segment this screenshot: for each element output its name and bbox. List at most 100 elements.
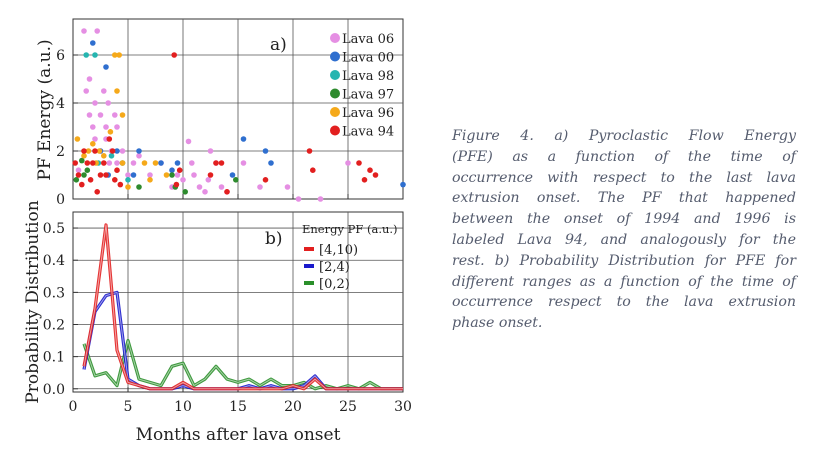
data-point	[103, 124, 109, 130]
caption-line: rest. b) Probability Distribution for PF…	[452, 252, 796, 269]
y-tick-label: 4	[56, 96, 65, 112]
data-point	[400, 181, 406, 188]
data-point	[196, 184, 203, 190]
data-point	[117, 181, 124, 188]
data-point	[202, 189, 208, 195]
data-point	[107, 129, 114, 135]
data-point	[79, 181, 85, 188]
y-tick-label: 0.2	[43, 318, 65, 334]
panel-a-label: a)	[270, 35, 287, 55]
legend-label: Lava 97	[342, 88, 394, 103]
x-tick-label: 0	[69, 399, 78, 415]
data-point	[101, 160, 107, 166]
data-point	[372, 172, 379, 178]
data-point	[317, 196, 324, 202]
data-point	[96, 148, 103, 154]
data-point	[218, 160, 225, 166]
data-point	[119, 112, 126, 118]
legend-swatch	[330, 70, 340, 80]
legend-label: Lava 06	[342, 32, 394, 47]
data-point	[85, 148, 92, 154]
data-point	[125, 177, 131, 183]
legend-swatch	[330, 51, 340, 62]
data-point	[73, 177, 80, 183]
data-point	[106, 160, 113, 166]
data-point	[345, 160, 351, 166]
data-point	[83, 52, 89, 58]
y-tick-label: 0.1	[43, 350, 65, 366]
x-tick-label: 25	[339, 399, 357, 415]
data-point	[112, 52, 118, 58]
data-point	[75, 172, 82, 178]
data-point	[130, 172, 137, 178]
y-tick-label: 6	[56, 48, 65, 64]
data-point	[108, 153, 115, 159]
series-line-highlight	[83, 224, 403, 390]
data-point	[114, 167, 120, 173]
panel-b-grid	[73, 212, 403, 392]
data-point	[103, 64, 109, 70]
caption-line: between the onset of 1994 and 1996 is	[452, 211, 796, 228]
data-point	[92, 136, 98, 142]
panel-b-ylabel: Probability Distribution	[23, 200, 43, 403]
data-point	[114, 88, 120, 94]
data-point	[114, 160, 120, 166]
legend-label: Lava 96	[342, 106, 394, 121]
data-point	[229, 172, 236, 178]
panel-b: 0 5 10 15 20 25 30 0.0 0.1 0.2 0.3 0.4 0.5 b) Probab…	[23, 200, 412, 445]
data-point	[174, 172, 181, 178]
panel-a-ylabel: PF Energy (a.u.)	[35, 39, 55, 180]
x-tick-label: 10	[174, 399, 192, 415]
data-point	[84, 160, 91, 166]
data-point	[136, 184, 142, 190]
data-point	[90, 160, 96, 166]
series-line-highlight	[83, 340, 403, 390]
panel-a-legend: Lava 06 Lava 00 Lava 98 Lava 97 Lava 96 Lava …	[330, 32, 394, 140]
panel-b-ticks: 0 5 10 15 20 25 30 0.0 0.1 0.2 0.3 0.4 0.5	[43, 221, 412, 415]
data-point	[114, 148, 120, 154]
data-point	[182, 189, 188, 195]
data-point	[233, 177, 239, 183]
data-point	[171, 52, 177, 58]
data-point	[284, 184, 291, 190]
legend-label: [4,10)	[319, 243, 358, 258]
data-point	[90, 141, 96, 147]
data-point	[207, 148, 214, 154]
data-point	[92, 52, 98, 58]
data-point	[97, 172, 104, 178]
data-point	[147, 177, 153, 183]
legend-title: Energy PF (a.u.)	[302, 222, 398, 236]
data-point	[169, 167, 175, 173]
y-tick-label: 0.4	[43, 253, 65, 269]
data-point	[257, 184, 263, 190]
data-point	[158, 160, 164, 166]
data-point	[90, 40, 96, 46]
data-point	[310, 167, 316, 173]
data-point	[147, 172, 153, 178]
data-point	[92, 148, 98, 154]
data-point	[109, 148, 116, 154]
caption-line: occurrence with respect to the last lava	[452, 169, 796, 186]
caption-line: occurrence respect to the lava extrusion	[452, 294, 796, 311]
data-point	[81, 148, 87, 154]
legend-label: [0,2)	[319, 277, 350, 292]
data-point	[81, 153, 87, 159]
caption-line: (PFE) as a function of the time of	[452, 148, 796, 165]
panel-b-lines	[82, 223, 403, 391]
data-point	[306, 148, 313, 154]
data-point	[86, 112, 93, 118]
legend-swatch	[330, 125, 340, 136]
panel-a-grid	[73, 19, 403, 199]
data-point	[141, 160, 148, 166]
panel-b-label: b)	[265, 229, 283, 249]
caption-line: labeled Lava 94, and analogously for the	[452, 231, 796, 248]
data-point	[213, 160, 219, 166]
data-point	[176, 167, 183, 173]
y-tick-label: 2	[56, 144, 65, 160]
caption-line: extrusion onset. The PF that happened	[452, 190, 796, 207]
data-point	[356, 160, 362, 166]
panel-a-points	[72, 28, 406, 202]
data-point	[116, 52, 122, 58]
data-point	[205, 177, 212, 183]
data-point	[367, 167, 373, 173]
